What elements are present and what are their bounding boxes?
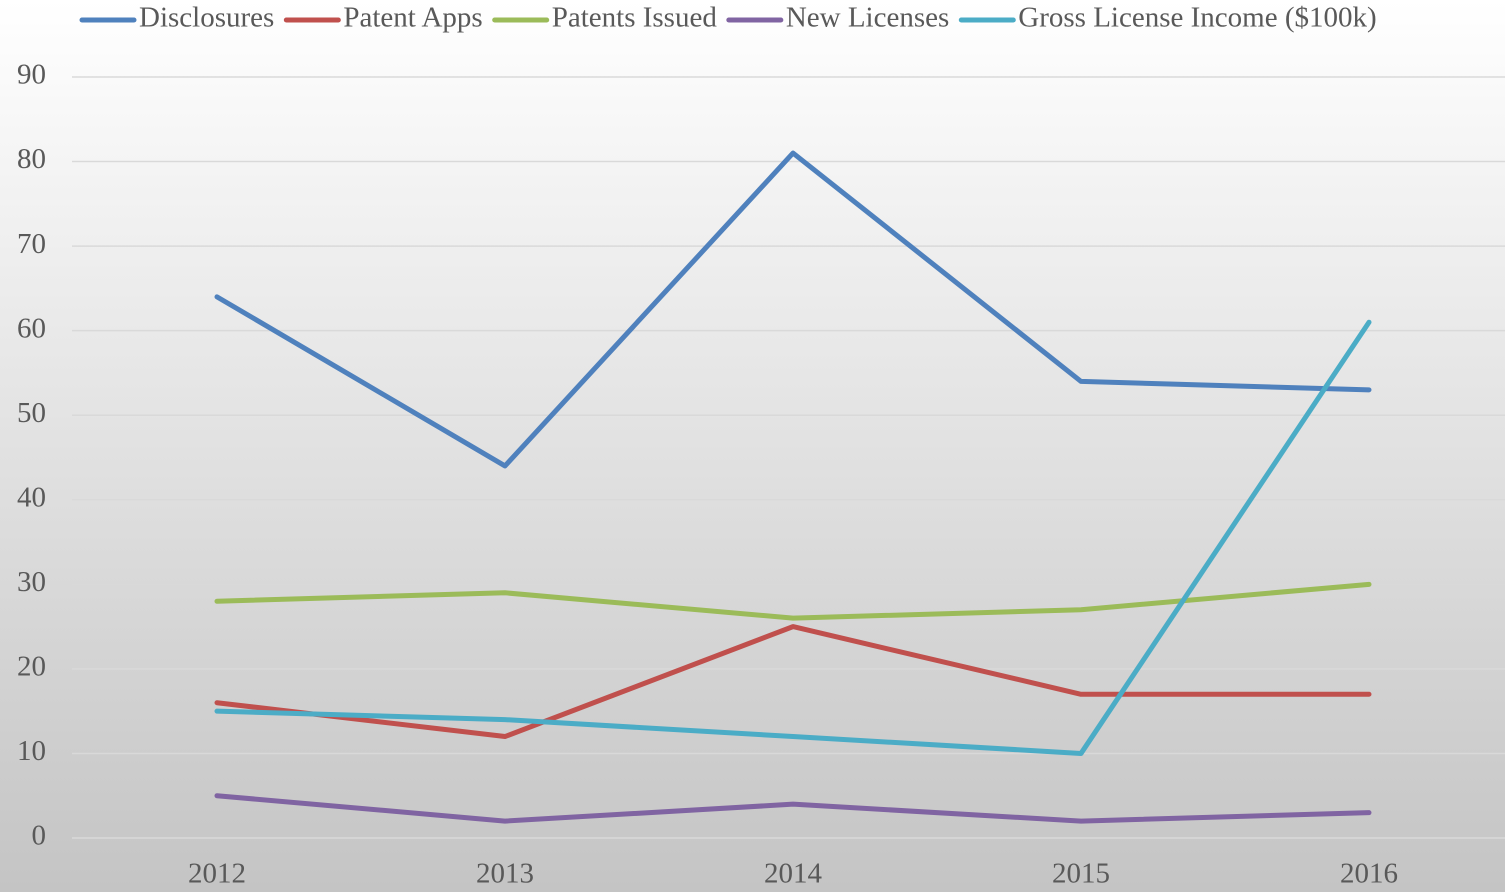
line-series	[214, 319, 1372, 756]
y-tick-label: 0	[32, 820, 47, 852]
y-tick-label: 40	[17, 481, 46, 513]
legend-label: Gross License Income ($100k)	[1018, 2, 1376, 34]
line-series	[214, 150, 1372, 469]
x-tick-label: 2013	[476, 858, 534, 890]
y-tick-label: 90	[17, 59, 46, 91]
line-series	[214, 624, 1372, 740]
y-tick-label: 30	[17, 566, 46, 598]
legend-label: New Licenses	[786, 2, 949, 34]
x-tick-label: 2012	[188, 858, 246, 890]
legend-label: Patents Issued	[552, 2, 718, 34]
x-tick-label: 2016	[1340, 858, 1398, 890]
line-series	[214, 581, 1372, 621]
x-tick-label: 2015	[1052, 858, 1110, 890]
y-tick-label: 50	[17, 397, 46, 429]
y-tick-label: 60	[17, 312, 46, 344]
line-series	[214, 793, 1372, 824]
y-tick-label: 80	[17, 143, 46, 175]
legend-label: Patent Apps	[343, 2, 482, 34]
y-tick-label: 70	[17, 228, 46, 260]
y-tick-label: 20	[17, 651, 46, 683]
legend-label: Disclosures	[139, 2, 274, 34]
y-tick-label: 10	[17, 735, 46, 767]
x-tick-label: 2014	[764, 858, 823, 890]
